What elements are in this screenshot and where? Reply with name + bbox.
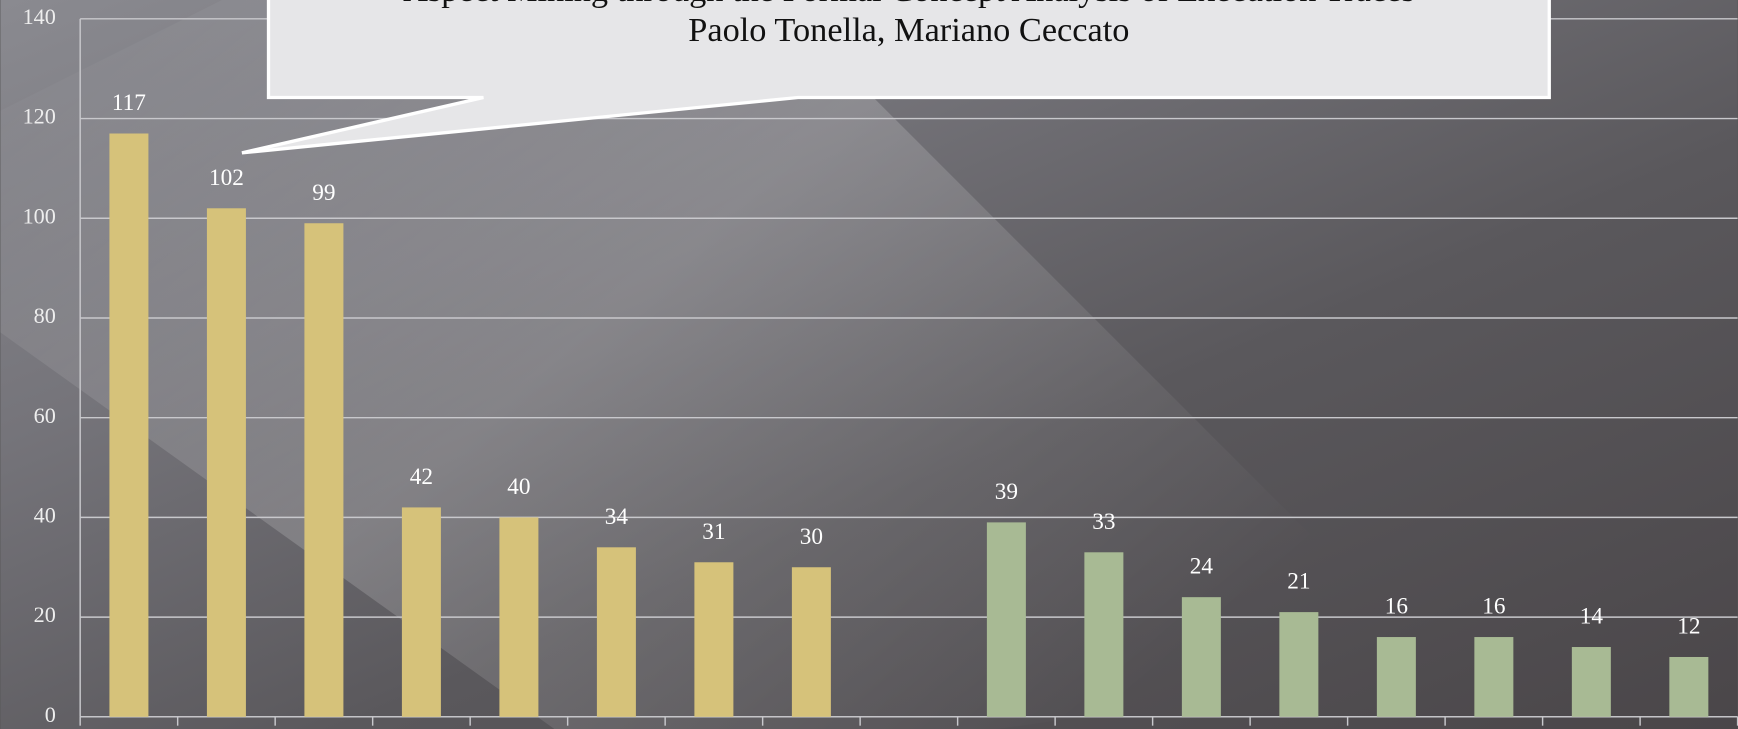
value-label: 12 bbox=[1677, 614, 1700, 640]
bar bbox=[1181, 597, 1221, 717]
callout-box bbox=[241, 0, 1551, 155]
bar bbox=[1571, 647, 1611, 717]
value-label: 33 bbox=[1092, 509, 1115, 535]
value-label: 117 bbox=[112, 90, 146, 116]
bar bbox=[1474, 637, 1514, 717]
bar bbox=[206, 208, 246, 717]
bar bbox=[1376, 637, 1416, 717]
value-label: 14 bbox=[1580, 604, 1604, 630]
bar bbox=[499, 517, 539, 717]
y-tick-label: 100 bbox=[23, 203, 56, 228]
value-label: 21 bbox=[1287, 569, 1310, 595]
y-tick-label: 140 bbox=[23, 4, 56, 29]
value-label: 40 bbox=[507, 474, 530, 500]
y-tick-label: 0 bbox=[45, 702, 56, 727]
value-label: 42 bbox=[410, 464, 433, 490]
value-label: 30 bbox=[800, 524, 823, 550]
value-label: 34 bbox=[605, 504, 629, 530]
value-label: 31 bbox=[702, 519, 725, 545]
y-tick-label: 20 bbox=[34, 602, 56, 627]
bar bbox=[109, 133, 149, 717]
light-beam bbox=[0, 0, 1441, 729]
bar bbox=[401, 507, 441, 717]
bar bbox=[1279, 612, 1319, 717]
callout: Aspect Mining through the Formal Concept… bbox=[241, 0, 1551, 155]
bar bbox=[304, 223, 344, 717]
y-tick-label: 40 bbox=[34, 502, 56, 527]
value-label: 16 bbox=[1482, 594, 1505, 620]
value-label: 102 bbox=[209, 165, 244, 191]
y-tick-label: 80 bbox=[34, 303, 56, 328]
y-tick-label: 60 bbox=[34, 403, 56, 428]
bar bbox=[596, 547, 636, 717]
value-label: 24 bbox=[1190, 554, 1214, 580]
bar bbox=[1669, 656, 1709, 717]
value-label: 16 bbox=[1385, 594, 1408, 620]
value-label: 99 bbox=[312, 180, 335, 206]
bar bbox=[986, 522, 1026, 717]
bar bbox=[694, 562, 734, 717]
bar bbox=[1084, 552, 1124, 717]
callout-title: Aspect Mining through the Formal Concept… bbox=[403, 0, 1415, 9]
y-tick-label: 120 bbox=[23, 104, 56, 129]
value-label: 39 bbox=[995, 479, 1018, 505]
callout-subtitle: Paolo Tonella, Mariano Ceccato bbox=[688, 11, 1129, 49]
bar bbox=[791, 567, 831, 717]
